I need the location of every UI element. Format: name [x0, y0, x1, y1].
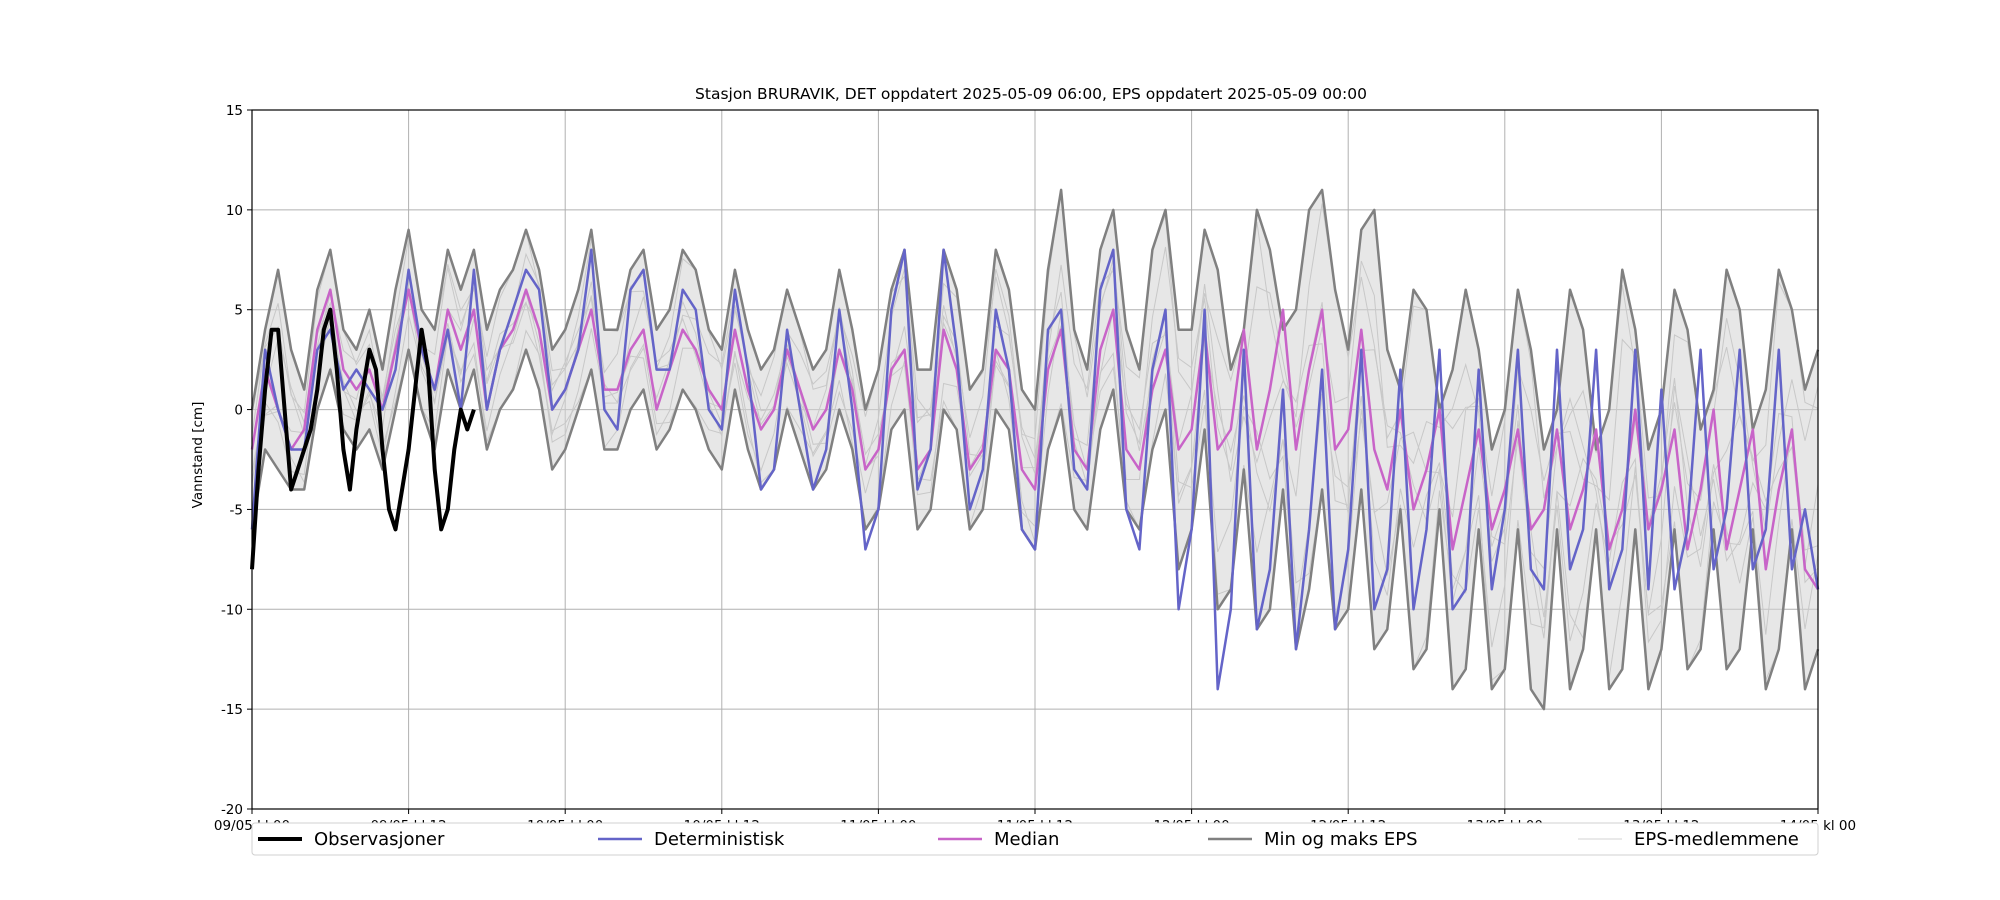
median-series	[250, 288, 1820, 590]
legend-item: Deterministisk	[598, 829, 785, 850]
legend-label: EPS-medlemmene	[1634, 829, 1799, 850]
eps-member-line	[251, 274, 1819, 639]
legend-box	[251, 822, 1819, 856]
legend-label: Observasjoner	[314, 829, 445, 850]
legend-label: Median	[994, 829, 1059, 850]
legend: Observasjoner Deterministisk Median Min og …	[251, 822, 1819, 856]
y-tick-label: -15	[221, 702, 243, 718]
y-tick-label: 10	[226, 203, 243, 219]
legend-item: Median	[938, 829, 1059, 850]
y-tick-label: -20	[221, 802, 243, 818]
y-tick-label: 15	[226, 103, 243, 119]
y-axis-label: Vannstand [cm]	[190, 402, 206, 509]
max-eps-line	[250, 188, 1820, 451]
observations-series	[250, 307, 476, 570]
legend-item: Observasjoner	[258, 829, 445, 850]
legend-item: EPS-medlemmene	[1578, 829, 1799, 850]
axes	[247, 109, 1819, 814]
y-tick-label: 5	[234, 303, 243, 319]
y-tick-label: -5	[230, 502, 243, 518]
eps-envelope	[252, 189, 1818, 710]
observations-line	[250, 307, 476, 570]
legend-label: Deterministisk	[654, 829, 785, 850]
chart-title: Stasjon BRURAVIK, DET oppdatert 2025-05-…	[695, 85, 1367, 103]
y-tick-label: 0	[234, 403, 243, 419]
deterministic-line	[250, 248, 1820, 691]
eps-member-line	[251, 290, 1819, 648]
legend-item: Min og maks EPS	[1208, 829, 1418, 850]
median-line	[250, 288, 1820, 590]
plot-frame	[251, 109, 1819, 810]
deterministic-series	[250, 248, 1820, 691]
legend-label: Min og maks EPS	[1264, 829, 1418, 850]
y-tick-label: -10	[221, 602, 243, 618]
